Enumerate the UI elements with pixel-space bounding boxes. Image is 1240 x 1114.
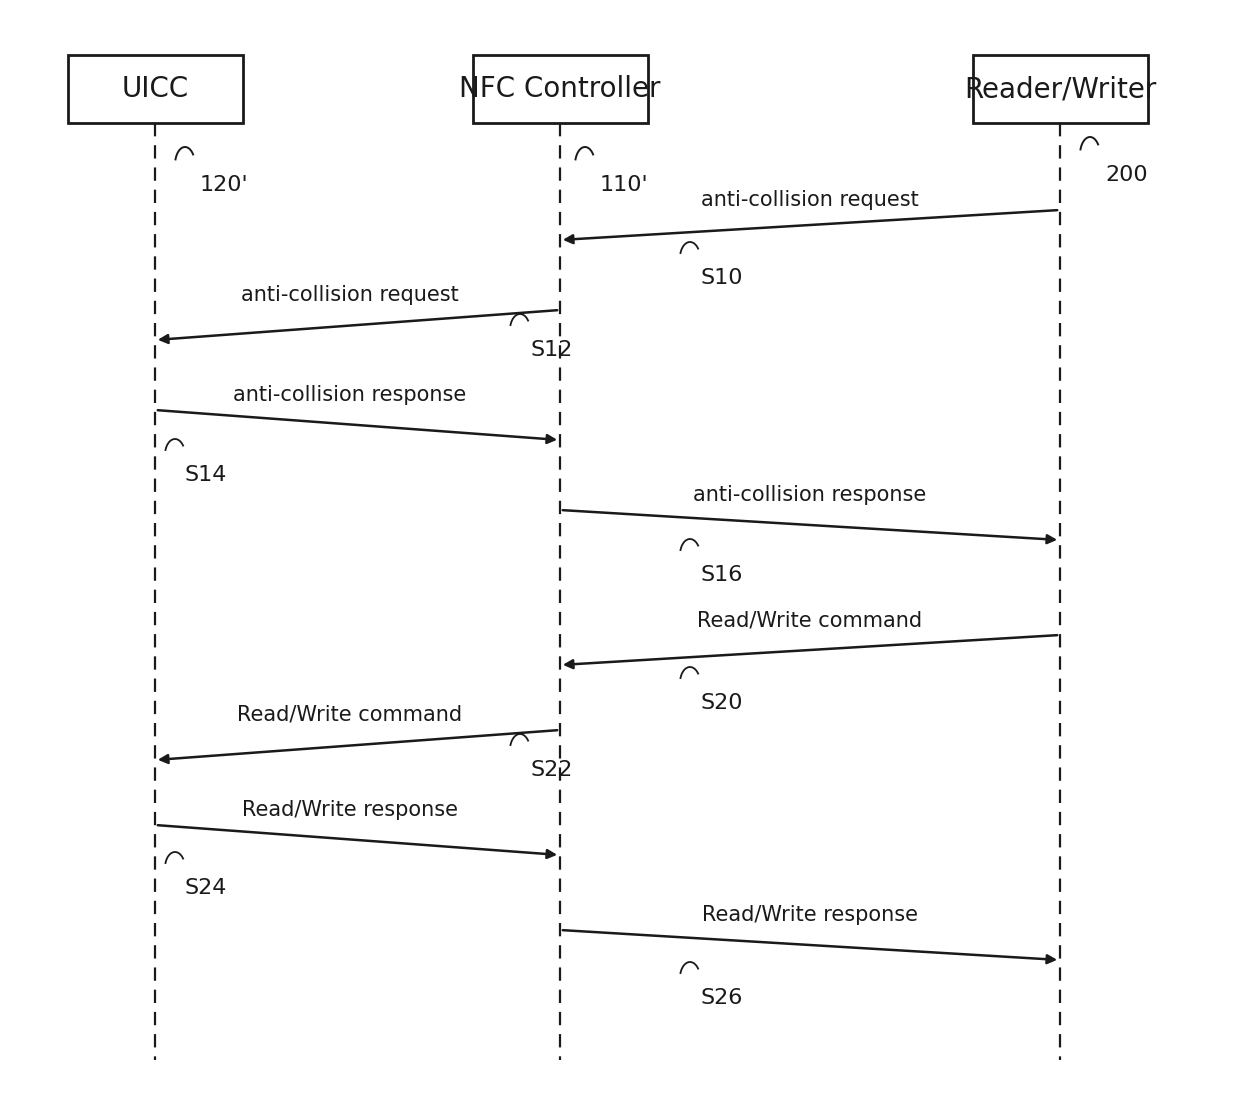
Text: anti-collision request: anti-collision request — [241, 285, 459, 305]
Text: S20: S20 — [701, 693, 743, 713]
Text: Read/Write command: Read/Write command — [237, 705, 463, 725]
Text: anti-collision response: anti-collision response — [233, 385, 466, 405]
Text: Reader/Writer: Reader/Writer — [963, 75, 1156, 102]
Bar — [67, 55, 243, 123]
Text: Read/Write response: Read/Write response — [702, 905, 918, 925]
Text: S16: S16 — [701, 565, 743, 585]
Text: 120': 120' — [200, 175, 249, 195]
Bar — [472, 55, 647, 123]
Text: S14: S14 — [185, 465, 227, 485]
Text: S22: S22 — [529, 760, 573, 780]
Bar — [972, 55, 1147, 123]
Text: 110': 110' — [600, 175, 649, 195]
Text: Read/Write command: Read/Write command — [697, 610, 923, 631]
Text: S24: S24 — [185, 878, 227, 898]
Text: UICC: UICC — [122, 75, 188, 102]
Text: anti-collision response: anti-collision response — [693, 485, 926, 505]
Text: S12: S12 — [529, 340, 573, 360]
Text: S10: S10 — [701, 268, 743, 289]
Text: NFC Controller: NFC Controller — [459, 75, 661, 102]
Text: Read/Write response: Read/Write response — [242, 800, 458, 820]
Text: 200: 200 — [1105, 165, 1148, 185]
Text: S26: S26 — [701, 988, 743, 1008]
Text: anti-collision request: anti-collision request — [701, 190, 919, 211]
